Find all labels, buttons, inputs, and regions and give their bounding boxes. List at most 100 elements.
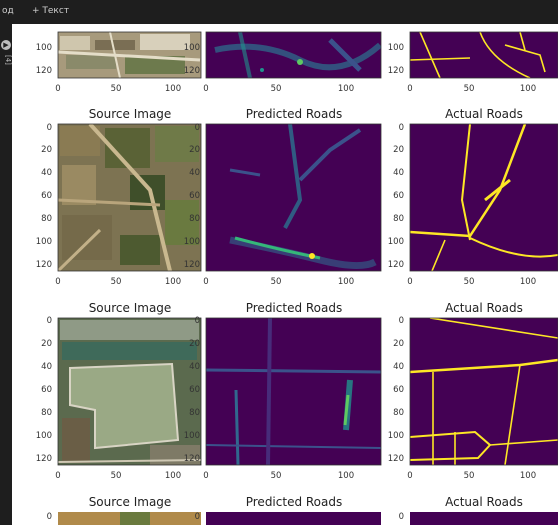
svg-text:120: 120 <box>36 260 52 270</box>
source-image-panel <box>58 124 201 271</box>
source-image-panel <box>58 318 201 465</box>
svg-text:80: 80 <box>393 408 404 418</box>
svg-text:120: 120 <box>184 454 200 464</box>
row-3-partial: Source Image Predicted Roads Actual Road… <box>47 495 558 525</box>
svg-text:80: 80 <box>393 214 404 224</box>
svg-text:0: 0 <box>47 512 52 522</box>
svg-text:20: 20 <box>41 145 52 155</box>
svg-text:40: 40 <box>189 168 200 178</box>
svg-text:0: 0 <box>399 123 404 133</box>
svg-text:0: 0 <box>203 84 208 94</box>
svg-text:100: 100 <box>520 84 536 94</box>
predicted-roads-title: Predicted Roads <box>246 495 343 509</box>
predicted-roads-panel <box>206 512 381 525</box>
predicted-roads-title: Predicted Roads <box>246 107 343 121</box>
svg-text:40: 40 <box>393 362 404 372</box>
svg-text:120: 120 <box>36 454 52 464</box>
predicted-roads-panel <box>206 318 381 465</box>
svg-text:100: 100 <box>184 237 200 247</box>
svg-text:120: 120 <box>184 66 200 76</box>
svg-text:50: 50 <box>464 84 475 94</box>
svg-text:80: 80 <box>41 214 52 224</box>
top-row-partial: 100 120 100 120 100 120 0 50 100 0 50 10… <box>36 31 558 94</box>
svg-text:0: 0 <box>55 471 60 481</box>
svg-text:0: 0 <box>203 471 208 481</box>
svg-text:120: 120 <box>388 66 404 76</box>
svg-text:80: 80 <box>41 408 52 418</box>
svg-text:50: 50 <box>111 471 122 481</box>
svg-text:120: 120 <box>184 260 200 270</box>
actual-roads-panel <box>410 32 558 78</box>
svg-text:20: 20 <box>41 339 52 349</box>
row-1: Source Image Predicted Roads Actual Road… <box>36 107 558 287</box>
actual-roads-panel <box>410 512 558 525</box>
svg-text:0: 0 <box>47 123 52 133</box>
svg-text:0: 0 <box>195 512 200 522</box>
svg-text:0: 0 <box>55 84 60 94</box>
svg-text:40: 40 <box>189 362 200 372</box>
run-cell-button[interactable]: ▶ <box>1 40 11 50</box>
svg-text:100: 100 <box>388 431 404 441</box>
actual-roads-panel <box>410 318 558 465</box>
svg-text:100: 100 <box>36 431 52 441</box>
predicted-roads-title: Predicted Roads <box>246 301 343 315</box>
source-image-title: Source Image <box>89 301 172 315</box>
svg-text:50: 50 <box>271 84 282 94</box>
svg-text:60: 60 <box>393 191 404 201</box>
svg-text:120: 120 <box>36 66 52 76</box>
svg-text:100: 100 <box>36 237 52 247</box>
svg-text:100: 100 <box>36 43 52 53</box>
svg-text:60: 60 <box>189 385 200 395</box>
code-button[interactable]: од <box>2 6 14 16</box>
source-image-title: Source Image <box>89 495 172 509</box>
svg-text:100: 100 <box>184 43 200 53</box>
source-image-panel <box>58 32 201 78</box>
svg-text:50: 50 <box>111 84 122 94</box>
svg-text:100: 100 <box>338 84 354 94</box>
svg-text:60: 60 <box>189 191 200 201</box>
svg-text:20: 20 <box>393 145 404 155</box>
cell-output: 100 120 100 120 100 120 0 50 100 0 50 10… <box>12 24 558 525</box>
svg-text:40: 40 <box>41 362 52 372</box>
svg-text:20: 20 <box>189 145 200 155</box>
svg-text:120: 120 <box>388 454 404 464</box>
svg-text:0: 0 <box>203 277 208 287</box>
svg-text:40: 40 <box>41 168 52 178</box>
svg-text:100: 100 <box>165 277 181 287</box>
svg-text:50: 50 <box>271 471 282 481</box>
row-2: Source Image Predicted Roads Actual Road… <box>36 301 558 481</box>
predicted-roads-panel <box>206 32 381 78</box>
svg-text:0: 0 <box>399 512 404 522</box>
svg-text:100: 100 <box>165 84 181 94</box>
svg-text:60: 60 <box>41 385 52 395</box>
actual-roads-title: Actual Roads <box>445 107 523 121</box>
predicted-roads-panel <box>206 124 381 271</box>
svg-text:20: 20 <box>189 339 200 349</box>
notebook-toolbar: од + Текст <box>0 0 558 24</box>
play-icon: ▶ <box>3 41 9 49</box>
svg-text:40: 40 <box>393 168 404 178</box>
execution-count: [4] <box>4 55 12 65</box>
svg-text:0: 0 <box>407 277 412 287</box>
svg-text:0: 0 <box>195 123 200 133</box>
svg-text:100: 100 <box>388 237 404 247</box>
svg-text:50: 50 <box>271 277 282 287</box>
svg-text:100: 100 <box>338 277 354 287</box>
svg-text:60: 60 <box>41 191 52 201</box>
svg-text:0: 0 <box>195 316 200 326</box>
actual-roads-title: Actual Roads <box>445 495 523 509</box>
svg-text:120: 120 <box>388 260 404 270</box>
add-text-button[interactable]: + Текст <box>32 6 70 16</box>
svg-text:60: 60 <box>393 385 404 395</box>
svg-text:100: 100 <box>520 277 536 287</box>
svg-text:20: 20 <box>393 339 404 349</box>
svg-text:0: 0 <box>399 316 404 326</box>
svg-text:50: 50 <box>111 277 122 287</box>
svg-text:0: 0 <box>407 471 412 481</box>
svg-text:0: 0 <box>55 277 60 287</box>
svg-text:0: 0 <box>47 316 52 326</box>
svg-text:80: 80 <box>189 214 200 224</box>
svg-text:100: 100 <box>184 431 200 441</box>
svg-text:50: 50 <box>464 471 475 481</box>
source-image-title: Source Image <box>89 107 172 121</box>
